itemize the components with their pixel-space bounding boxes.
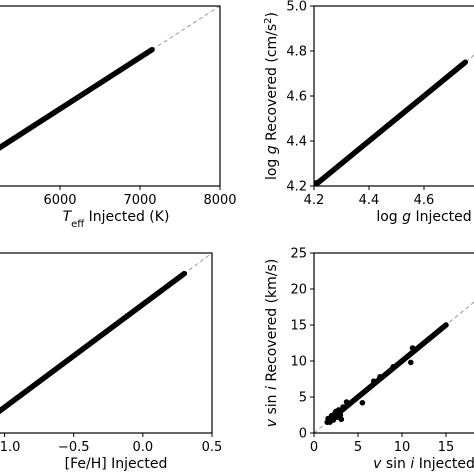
- x-tick-label: 10: [394, 440, 411, 455]
- label-part: log: [376, 209, 402, 225]
- data-point: [408, 359, 414, 366]
- label-part: Injected: [411, 209, 472, 225]
- data-point: [337, 412, 344, 418]
- x-tick-label: 0.0: [133, 440, 154, 455]
- plot-area: [314, 54, 474, 186]
- label-part: v: [373, 456, 382, 472]
- label-part: ): [264, 12, 280, 17]
- x-tick-label: 4.2: [304, 193, 325, 208]
- axes-frame: [0, 5, 221, 187]
- y-tick-label: 0: [299, 427, 307, 442]
- label-part: eff: [71, 219, 85, 230]
- label-part: Injected (K): [84, 209, 169, 225]
- y-tick-label: 4.6: [286, 90, 307, 105]
- data-point: [390, 363, 397, 370]
- x-tick-label: 0.5: [202, 440, 223, 455]
- x-axis-label: [Fe/H] Injected: [65, 456, 168, 472]
- label-part: sin: [264, 390, 280, 419]
- x-tick-label: −0.5: [58, 440, 90, 455]
- y-tick-label: 25: [290, 247, 307, 262]
- x-axis-label: Teff Injected (K): [63, 209, 170, 230]
- axes-frame: [313, 252, 474, 434]
- data-band: [324, 322, 449, 425]
- identity-line: [314, 301, 474, 433]
- label-part: g: [264, 145, 280, 154]
- y-axis-label: log g Recovered (cm/s2): [263, 12, 281, 180]
- data-point: [333, 408, 339, 415]
- label-part: i: [264, 386, 280, 390]
- y-tick-label: 5: [299, 391, 307, 406]
- y-tick-label: 10: [290, 355, 307, 370]
- data-point: [338, 416, 345, 423]
- y-axis-label: v sin i Recovered (km/s): [264, 259, 280, 428]
- data-point: [314, 179, 320, 186]
- axes-frame: [0, 252, 213, 434]
- plot-area: [314, 301, 474, 433]
- label-part: i: [410, 456, 414, 472]
- x-tick-label: 8000: [203, 193, 236, 208]
- label-part: Recovered (cm/s: [264, 24, 280, 146]
- data-band: [0, 46, 155, 151]
- data-point: [371, 378, 377, 384]
- x-tick-label: 7000: [123, 193, 156, 208]
- identity-line: [0, 6, 220, 149]
- label-part: Recovered (km/s): [264, 259, 280, 386]
- x-tick-label: −1.0: [0, 440, 20, 455]
- data-point: [377, 374, 383, 380]
- label-part: g: [402, 209, 411, 225]
- data-point: [340, 404, 346, 410]
- panel-teff: 5000600070008000Teff Injected (K): [0, 5, 237, 230]
- label-part: log: [264, 154, 280, 180]
- plot-area: [0, 253, 212, 415]
- x-tick-label: 15: [438, 440, 455, 455]
- x-tick-label: 4.4: [359, 193, 380, 208]
- x-tick-label: 6000: [43, 193, 76, 208]
- x-tick-label: 5: [354, 440, 362, 455]
- x-tick-label: 4.6: [414, 193, 435, 208]
- x-tick-label: 0: [310, 440, 318, 455]
- plot-area: [0, 6, 220, 151]
- x-axis-label: log g Injected: [376, 209, 471, 225]
- label-part: [Fe/H] Injected: [65, 456, 168, 472]
- label-part: 2: [263, 17, 274, 23]
- data-point: [409, 345, 416, 351]
- y-tick-label: 20: [290, 283, 307, 298]
- data-point: [359, 399, 366, 406]
- data-point: [343, 399, 350, 405]
- y-tick-label: 5.0: [286, 0, 307, 15]
- data-band: [314, 59, 468, 186]
- y-tick-label: 15: [290, 319, 307, 334]
- y-tick-label: 4.4: [286, 135, 307, 150]
- label-part: T: [63, 209, 73, 225]
- identity-line: [314, 54, 474, 186]
- label-part: sin: [381, 456, 410, 472]
- data-band: [0, 270, 188, 415]
- y-tick-label: 4.8: [286, 45, 307, 60]
- y-tick-label: 4.2: [286, 180, 307, 195]
- panel-feh: −1.0 −0.5 0.0 0.5 [Fe/H] Injected: [0, 252, 223, 472]
- label-part: v: [264, 418, 280, 427]
- x-axis-label: v sin i Injected: [373, 456, 474, 472]
- label-part: Injected: [414, 456, 474, 472]
- axes-frame: [313, 5, 474, 187]
